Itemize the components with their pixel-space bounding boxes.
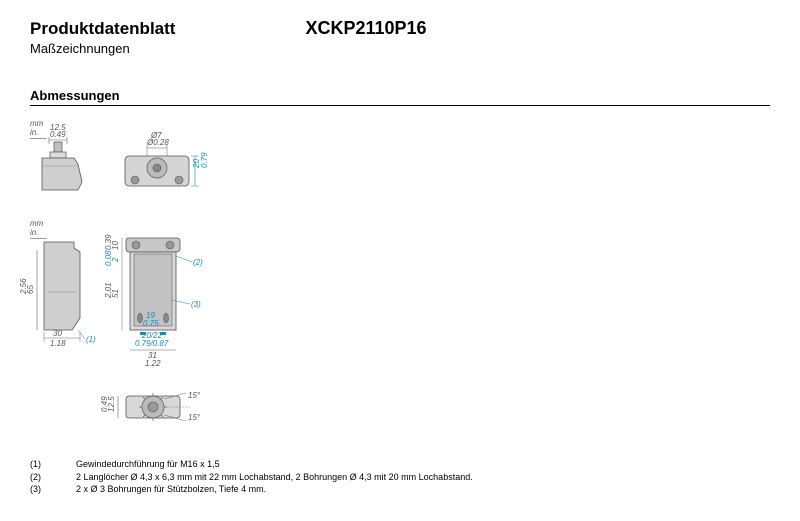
section-title: Abmessungen xyxy=(30,88,770,103)
fn-num-2: (2) xyxy=(30,471,48,484)
unit-mm-2: mm xyxy=(30,219,43,228)
dim-07987: 0.79/0.87 xyxy=(135,339,169,348)
doc-subtitle: Maßzeichnungen xyxy=(30,41,770,56)
fn-num-3: (3) xyxy=(30,483,48,496)
fn-text-1: Gewindedurchführung für M16 x 1,5 xyxy=(76,458,220,471)
footnote-3: (3) 2 x Ø 3 Bohrungen für Stützbolzen, T… xyxy=(30,483,770,496)
dim-256: 2.56 xyxy=(19,278,28,295)
footnote-2: (2) 2 Langlöcher Ø 4,3 x 6,3 mm mit 22 m… xyxy=(30,471,770,484)
dim-039: 0.39 xyxy=(104,234,113,250)
dim-30: 30 xyxy=(53,329,62,338)
dim-008: 0.08 xyxy=(104,250,113,266)
ref-1: (1) xyxy=(86,335,96,344)
dim-d028: Ø0.28 xyxy=(146,138,169,147)
page-header: Produktdatenblatt XCKP2110P16 Maßzeichnu… xyxy=(0,0,800,60)
ref-2: (2) xyxy=(193,258,203,267)
part-number: XCKP2110P16 xyxy=(305,18,426,39)
unit-mm: mm xyxy=(30,119,43,128)
dim-b049: 0.49 xyxy=(100,396,109,412)
footnotes: (1) Gewindedurchführung für M16 x 1,5 (2… xyxy=(30,458,770,496)
dim-0.49: 0.49 xyxy=(50,130,66,139)
fn-num-1: (1) xyxy=(30,458,48,471)
fn-text-2: 2 Langlöcher Ø 4,3 x 6,3 mm mit 22 mm Lo… xyxy=(76,471,473,484)
dim-075: 0.75 xyxy=(143,319,159,328)
footnote-1: (1) Gewindedurchführung für M16 x 1,5 xyxy=(30,458,770,471)
dim-118: 1.18 xyxy=(50,339,66,348)
dim-122: 1.22 xyxy=(145,359,161,368)
dimension-drawings: mm in. 12.5 0.49 Ø7 xyxy=(30,120,430,450)
dim-079: 0.79 xyxy=(200,152,209,168)
dim-ang1: 15° xyxy=(188,391,201,400)
fn-text-3: 2 x Ø 3 Bohrungen für Stützbolzen, Tiefe… xyxy=(76,483,266,496)
doc-title: Produktdatenblatt xyxy=(30,19,175,39)
ref-3: (3) xyxy=(191,300,201,309)
dim-ang2: 15° xyxy=(188,413,201,422)
dim-201: 2.01 xyxy=(104,282,113,299)
section-divider xyxy=(30,105,770,106)
